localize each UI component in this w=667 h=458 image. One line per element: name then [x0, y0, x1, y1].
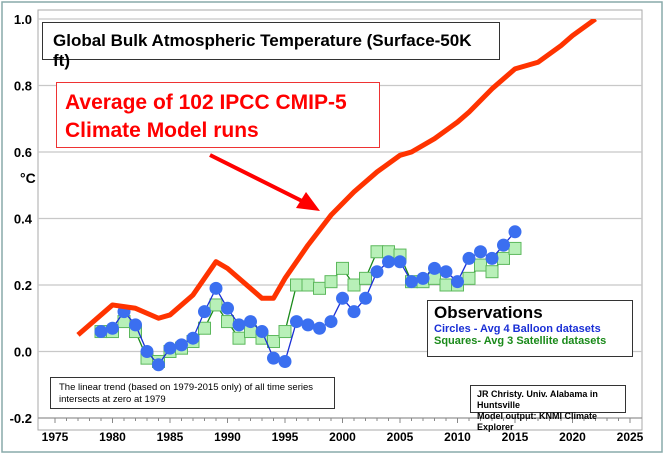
x-tick-label: 1990	[214, 430, 241, 444]
balloon-point	[255, 325, 269, 339]
satellite-point	[324, 275, 338, 289]
balloon-point	[313, 321, 326, 335]
x-tick-label: 2025	[617, 430, 644, 444]
satellite-point	[313, 281, 326, 295]
x-tick-label: 1975	[42, 430, 69, 444]
x-tick-label: 2015	[502, 430, 529, 444]
credit-line-2: Model output: KNMI Climate Explorer	[477, 411, 597, 432]
balloon-point	[336, 291, 349, 305]
satellite-point	[497, 251, 510, 265]
balloon-point	[428, 261, 441, 275]
credit-box: JR Christy. Univ. Alabama in Huntsville …	[470, 385, 626, 432]
y-tick-label: 1.0	[14, 12, 32, 27]
balloon-point	[359, 291, 372, 305]
x-tick-label: 2020	[559, 430, 586, 444]
balloon-point	[347, 305, 361, 319]
arrow-shaft	[209, 153, 307, 205]
x-tick-label: 2005	[387, 430, 414, 444]
legend-circles: Circles - Avg 4 Balloon datasets	[434, 323, 601, 335]
satellite-point	[439, 278, 453, 292]
satellite-point	[209, 298, 223, 312]
satellite-point	[508, 241, 522, 255]
balloon-point	[462, 251, 476, 265]
balloon-point	[186, 331, 200, 345]
x-tick-label: 1985	[157, 430, 184, 444]
balloon-point	[106, 321, 119, 335]
x-tick-label: 1995	[272, 430, 299, 444]
balloon-point	[221, 301, 234, 315]
satellite-point	[232, 331, 246, 345]
satellite-point	[198, 321, 211, 335]
satellite-point	[347, 278, 361, 292]
balloon-point	[382, 255, 395, 269]
balloon-point	[278, 354, 292, 368]
balloon-point	[267, 351, 280, 365]
satellite-point	[278, 325, 292, 339]
balloon-point	[439, 265, 453, 279]
balloon-point	[497, 238, 510, 252]
balloon-point	[290, 315, 303, 329]
x-tick-label: 1980	[99, 430, 126, 444]
balloon-point	[175, 338, 188, 352]
legend: Observations Circles - Avg 4 Balloon dat…	[427, 300, 633, 357]
legend-squares: Squares- Avg 3 Satellite datasets	[434, 335, 607, 347]
balloon-point	[451, 275, 464, 289]
y-tick-label: -0.2	[10, 411, 32, 426]
y-axis-label: °C	[20, 170, 36, 186]
satellite-point	[221, 315, 234, 329]
y-tick-label: 0.0	[14, 345, 32, 360]
satellite-point	[290, 278, 303, 292]
satellite-point	[485, 265, 499, 279]
trend-note: The linear trend (based on 1979-2015 onl…	[50, 377, 335, 409]
balloon-point	[370, 265, 384, 279]
x-tick-label: 2000	[329, 430, 356, 444]
model-line	[76, 19, 597, 337]
balloon-point	[163, 341, 177, 355]
satellite-point	[301, 278, 315, 292]
balloon-point	[232, 318, 246, 332]
balloon-point	[129, 318, 142, 332]
y-tick-label: 0.4	[14, 212, 33, 227]
satellite-point	[336, 261, 349, 275]
satellite-point	[370, 245, 384, 259]
satellite-point	[359, 271, 372, 285]
balloon-point	[324, 315, 338, 329]
balloon-point	[140, 345, 154, 358]
chart-border	[1, 1, 663, 453]
credit-line-1: JR Christy. Univ. Alabama in Huntsville	[477, 389, 598, 410]
x-tick-label: 2010	[444, 430, 471, 444]
balloon-point	[474, 245, 487, 259]
satellite-point	[462, 271, 476, 285]
balloon-point	[416, 271, 430, 285]
chart-title: Global Bulk Atmospheric Temperature (Sur…	[42, 22, 500, 70]
balloon-point	[393, 255, 407, 269]
balloon-point	[485, 251, 499, 265]
balloon-point	[301, 318, 315, 332]
model-annotation: Average of 102 IPCC CMIP-5 Climate Model…	[56, 82, 380, 148]
satellite-point	[267, 335, 280, 349]
y-tick-label: 0.8	[14, 79, 32, 94]
balloon-point	[198, 305, 211, 319]
balloon-point	[152, 358, 165, 372]
plot-border	[37, 9, 643, 431]
balloon-point	[405, 275, 418, 289]
balloon-point	[94, 325, 108, 339]
y-tick-label: 0.2	[14, 278, 32, 293]
arrow-head	[296, 192, 320, 211]
balloon-point	[244, 315, 257, 329]
y-tick-label: 0.6	[14, 145, 32, 160]
legend-title: Observations	[434, 303, 543, 322]
balloon-point	[508, 225, 522, 239]
balloon-point	[209, 281, 223, 295]
satellite-point	[474, 258, 487, 272]
